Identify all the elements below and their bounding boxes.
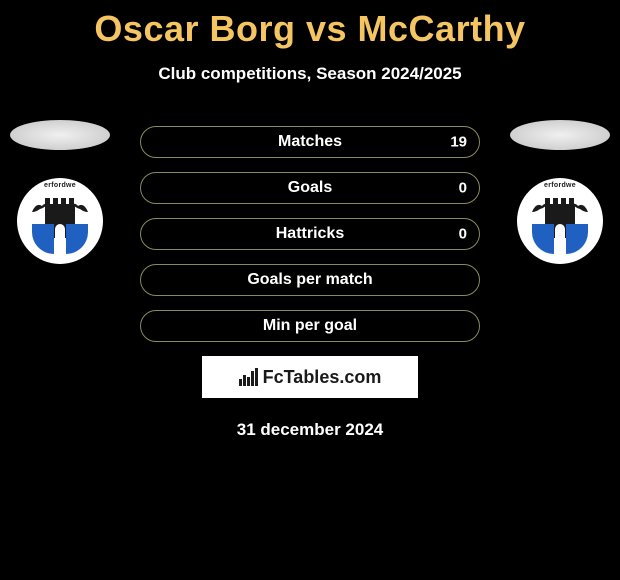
date-text: 31 december 2024: [0, 420, 620, 440]
badge-top-text: erfordwe: [17, 182, 103, 189]
shield-icon: [32, 196, 88, 256]
stat-row: Hattricks 0: [140, 218, 480, 250]
stat-label: Hattricks: [276, 225, 344, 243]
stat-value-right: 19: [450, 134, 467, 151]
stat-row: Matches 19: [140, 126, 480, 158]
brand-text: FcTables.com: [263, 367, 382, 388]
page-title: Oscar Borg vs McCarthy: [0, 8, 620, 50]
stat-label: Matches: [278, 133, 342, 151]
club-badge-right: erfordwe: [517, 178, 603, 264]
player-left-column: erfordwe: [10, 120, 110, 264]
stat-value-right: 0: [459, 226, 467, 243]
stat-label: Min per goal: [263, 317, 357, 335]
stat-label: Goals: [288, 179, 332, 197]
stat-row: Goals per match: [140, 264, 480, 296]
club-badge-left: erfordwe: [17, 178, 103, 264]
player-right-column: erfordwe: [510, 120, 610, 264]
page-subtitle: Club competitions, Season 2024/2025: [0, 64, 620, 84]
stat-value-right: 0: [459, 180, 467, 197]
badge-top-text: erfordwe: [517, 182, 603, 189]
stat-row: Min per goal: [140, 310, 480, 342]
stat-row: Goals 0: [140, 172, 480, 204]
brand-box[interactable]: FcTables.com: [202, 356, 418, 398]
stat-label: Goals per match: [247, 271, 372, 289]
bar-chart-icon: [239, 368, 258, 386]
stats-table: Matches 19 Goals 0 Hattricks 0 Goals per…: [140, 126, 480, 342]
player-avatar-placeholder: [510, 120, 610, 150]
shield-icon: [532, 196, 588, 256]
player-avatar-placeholder: [10, 120, 110, 150]
